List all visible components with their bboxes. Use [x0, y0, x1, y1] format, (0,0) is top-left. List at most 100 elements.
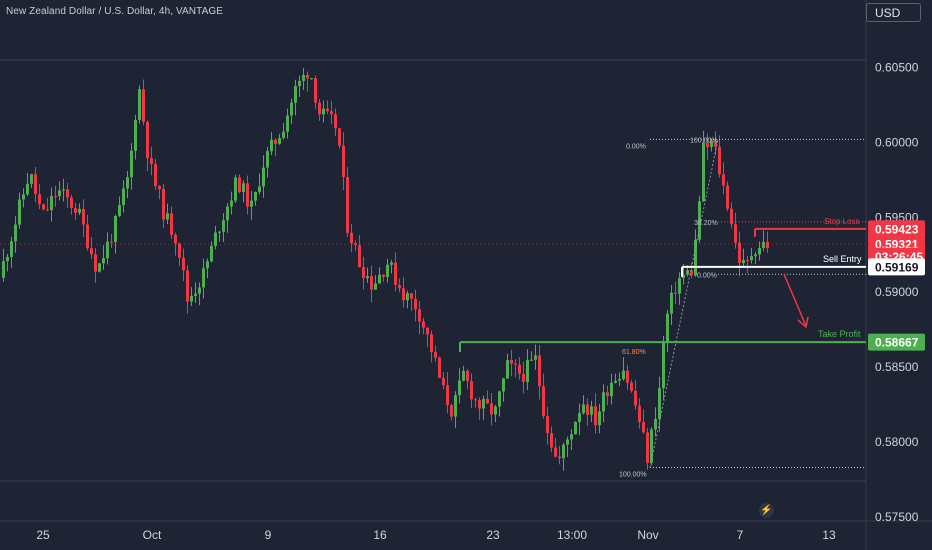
candle-body-156	[626, 370, 629, 383]
candle-body-82	[330, 111, 333, 115]
candle-body-95	[382, 274, 385, 277]
candle-body-69	[278, 137, 281, 144]
candle-body-67	[270, 139, 273, 152]
candle-body-130	[522, 373, 525, 382]
candle-body-14	[58, 190, 61, 197]
candle-body-53	[214, 232, 217, 246]
candle-body-187	[750, 256, 753, 261]
candle-body-66	[266, 151, 269, 168]
candle-body-3	[14, 224, 17, 242]
take-profit-label: Take Profit	[818, 329, 861, 339]
currency-button[interactable]: USD	[866, 3, 921, 22]
candle-body-185	[742, 260, 745, 264]
candle-body-80	[322, 108, 325, 115]
candle-body-125	[502, 378, 505, 392]
candle-body-5	[22, 194, 25, 200]
take-profit-price: 0.58667	[875, 336, 919, 350]
lightning-icon[interactable]: ⚡	[759, 503, 774, 518]
candle-body-75	[302, 74, 305, 81]
candle-body-57	[230, 200, 233, 207]
fib-label-100: 100.00%	[690, 137, 718, 144]
candle-body-60	[242, 183, 245, 193]
candle-body-51	[206, 261, 209, 269]
candle-body-111	[446, 385, 449, 406]
candle-body-47	[190, 295, 193, 302]
candle-body-6	[26, 183, 29, 195]
stop-loss-label: Stop Loss	[824, 217, 860, 226]
candle-body-123	[494, 406, 497, 415]
candle-body-93	[374, 283, 377, 290]
candle-body-145	[582, 404, 585, 414]
candle-body-167	[670, 292, 673, 314]
y-tick-label-5: 0.58000	[875, 435, 919, 449]
candle-body-89	[358, 245, 361, 268]
candle-body-40	[162, 189, 165, 220]
candle-body-56	[226, 206, 229, 221]
candle-body-189	[758, 247, 761, 255]
candle-body-104	[418, 309, 421, 322]
candle-body-52	[210, 245, 213, 262]
candle-body-20	[82, 208, 85, 225]
candle-body-112	[450, 405, 453, 417]
candle-body-149	[598, 411, 601, 426]
candle-body-182	[730, 208, 733, 225]
candle-body-119	[478, 400, 481, 409]
candle-body-27	[110, 241, 113, 243]
candle-body-55	[222, 220, 225, 232]
x-tick-label-2: 9	[265, 528, 272, 542]
candle-body-54	[218, 231, 221, 233]
x-tick-label-3: 16	[373, 528, 387, 542]
candle-body-186	[746, 260, 749, 262]
candle-body-176	[706, 142, 709, 148]
candle-body-39	[158, 185, 161, 190]
candle-body-121	[486, 398, 489, 404]
candle-body-62	[250, 200, 253, 207]
x-tick-label-7: 7	[737, 528, 744, 542]
candle-body-113	[454, 395, 457, 417]
candle-body-103	[414, 298, 417, 310]
candle-body-158	[634, 390, 637, 406]
candle-body-191	[766, 241, 769, 249]
candle-body-127	[510, 360, 513, 364]
candle-body-150	[602, 392, 605, 412]
projection-arrow-head	[797, 316, 809, 329]
candle-body-35	[142, 89, 145, 122]
candle-body-179	[718, 146, 721, 175]
y-tick-label-6: 0.57500	[875, 510, 919, 524]
candle-body-91	[366, 276, 369, 279]
candle-body-162	[650, 429, 653, 463]
stop-loss-price: 0.59423	[875, 222, 919, 236]
candle-body-26	[106, 241, 109, 259]
symbol-title: New Zealand Dollar / U.S. Dollar, 4h, VA…	[6, 6, 223, 17]
candle-body-110	[442, 377, 445, 386]
candle-body-65	[262, 167, 265, 187]
candle-body-184	[738, 242, 741, 264]
x-tick-label-4: 23	[486, 528, 500, 542]
candle-body-28	[114, 215, 117, 242]
candle-body-43	[174, 234, 177, 244]
candle-body-15	[62, 189, 65, 191]
candle-body-2	[10, 241, 13, 257]
candle-body-132	[530, 359, 533, 361]
candle-body-61	[246, 183, 249, 207]
stop-loss-price-bg	[868, 220, 925, 238]
candle-body-114	[458, 380, 461, 396]
candle-body-134	[538, 355, 541, 387]
candle-body-41	[166, 213, 169, 220]
candle-body-68	[274, 139, 277, 144]
candle-body-136	[546, 416, 549, 434]
candle-body-173	[694, 239, 697, 276]
candle-body-18	[74, 207, 77, 213]
candle-body-165	[662, 342, 665, 389]
candle-body-72	[290, 102, 293, 116]
candle-body-7	[30, 174, 33, 184]
x-tick-label-1: Oct	[143, 528, 162, 542]
candle-body-16	[66, 189, 69, 198]
candle-body-29	[118, 204, 121, 216]
candle-body-24	[98, 263, 101, 272]
candle-body-137	[550, 433, 553, 448]
candle-body-148	[594, 406, 597, 426]
candle-body-46	[186, 270, 189, 302]
candle-body-107	[430, 334, 433, 353]
